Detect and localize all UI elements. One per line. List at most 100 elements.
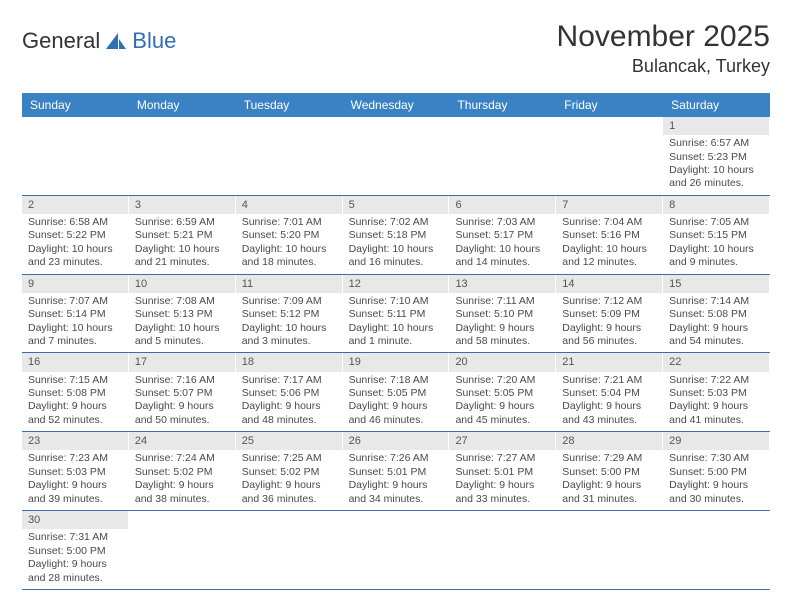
day-info-line: and 26 minutes. bbox=[669, 177, 763, 190]
weekday-header: Friday bbox=[556, 93, 663, 117]
day-info-line: Sunset: 5:11 PM bbox=[349, 308, 443, 321]
day-info-line: Sunrise: 7:15 AM bbox=[28, 374, 122, 387]
day-info-line: Sunrise: 7:05 AM bbox=[669, 216, 763, 229]
day-number: 10 bbox=[129, 275, 235, 293]
day-info-line: Sunrise: 7:22 AM bbox=[669, 374, 763, 387]
day-info-line: Sunrise: 7:20 AM bbox=[455, 374, 549, 387]
day-info-line: and 14 minutes. bbox=[455, 256, 549, 269]
week-row: 1Sunrise: 6:57 AMSunset: 5:23 PMDaylight… bbox=[22, 117, 770, 196]
day-info-line: Sunrise: 7:10 AM bbox=[349, 295, 443, 308]
day-info-line: Sunset: 5:21 PM bbox=[135, 229, 229, 242]
day-cell: 1Sunrise: 6:57 AMSunset: 5:23 PMDaylight… bbox=[663, 117, 770, 195]
day-number: 9 bbox=[22, 275, 128, 293]
day-info-line: and 36 minutes. bbox=[242, 493, 336, 506]
day-number: 4 bbox=[236, 196, 342, 214]
day-number bbox=[129, 511, 235, 529]
day-info-line: Sunset: 5:12 PM bbox=[242, 308, 336, 321]
weekday-header: Saturday bbox=[663, 93, 770, 117]
day-info-line: Sunset: 5:17 PM bbox=[455, 229, 549, 242]
day-number: 24 bbox=[129, 432, 235, 450]
day-number bbox=[663, 511, 769, 529]
day-info-line: Sunset: 5:04 PM bbox=[562, 387, 656, 400]
day-info-line: Daylight: 9 hours bbox=[562, 479, 656, 492]
day-number: 17 bbox=[129, 353, 235, 371]
day-info-line: Daylight: 10 hours bbox=[562, 243, 656, 256]
day-number: 20 bbox=[449, 353, 555, 371]
day-info-line: Sunrise: 7:03 AM bbox=[455, 216, 549, 229]
day-info-line: Sunset: 5:23 PM bbox=[669, 151, 763, 164]
day-cell bbox=[236, 511, 343, 589]
day-info-line: Sunrise: 7:23 AM bbox=[28, 452, 122, 465]
day-info-line: Daylight: 9 hours bbox=[135, 479, 229, 492]
day-number bbox=[343, 117, 449, 135]
day-info-line: Daylight: 10 hours bbox=[28, 243, 122, 256]
day-info-line: Sunset: 5:00 PM bbox=[562, 466, 656, 479]
day-info-line: and 48 minutes. bbox=[242, 414, 336, 427]
day-info-line: Daylight: 10 hours bbox=[242, 322, 336, 335]
week-row: 30Sunrise: 7:31 AMSunset: 5:00 PMDayligh… bbox=[22, 511, 770, 590]
day-info-line: Sunrise: 7:25 AM bbox=[242, 452, 336, 465]
header: General Blue November 2025 Bulancak, Tur… bbox=[22, 20, 770, 77]
day-info-line: and 21 minutes. bbox=[135, 256, 229, 269]
day-info-line: Daylight: 9 hours bbox=[242, 400, 336, 413]
day-number: 6 bbox=[449, 196, 555, 214]
day-cell: 18Sunrise: 7:17 AMSunset: 5:06 PMDayligh… bbox=[236, 353, 343, 431]
day-info-line: Sunset: 5:03 PM bbox=[669, 387, 763, 400]
week-row: 16Sunrise: 7:15 AMSunset: 5:08 PMDayligh… bbox=[22, 353, 770, 432]
day-info-line: and 38 minutes. bbox=[135, 493, 229, 506]
day-info-line: Daylight: 10 hours bbox=[349, 243, 443, 256]
logo-sail-icon bbox=[104, 31, 128, 51]
day-info-line: Daylight: 9 hours bbox=[349, 479, 443, 492]
weekday-header: Wednesday bbox=[343, 93, 450, 117]
day-cell: 5Sunrise: 7:02 AMSunset: 5:18 PMDaylight… bbox=[343, 196, 450, 274]
day-cell: 30Sunrise: 7:31 AMSunset: 5:00 PMDayligh… bbox=[22, 511, 129, 589]
day-info-line: Daylight: 9 hours bbox=[669, 400, 763, 413]
day-cell: 24Sunrise: 7:24 AMSunset: 5:02 PMDayligh… bbox=[129, 432, 236, 510]
week-row: 2Sunrise: 6:58 AMSunset: 5:22 PMDaylight… bbox=[22, 196, 770, 275]
day-info-line: Daylight: 9 hours bbox=[28, 479, 122, 492]
day-info-line: Daylight: 10 hours bbox=[669, 243, 763, 256]
day-info-line: Daylight: 10 hours bbox=[135, 322, 229, 335]
day-info-line: Sunset: 5:00 PM bbox=[28, 545, 122, 558]
day-cell bbox=[129, 511, 236, 589]
day-info-line: and 45 minutes. bbox=[455, 414, 549, 427]
day-info-line: and 1 minute. bbox=[349, 335, 443, 348]
day-cell: 6Sunrise: 7:03 AMSunset: 5:17 PMDaylight… bbox=[449, 196, 556, 274]
day-info-line: and 54 minutes. bbox=[669, 335, 763, 348]
day-cell: 14Sunrise: 7:12 AMSunset: 5:09 PMDayligh… bbox=[556, 275, 663, 353]
day-info-line: Sunrise: 6:59 AM bbox=[135, 216, 229, 229]
day-info-line: and 50 minutes. bbox=[135, 414, 229, 427]
weekday-header: Sunday bbox=[22, 93, 129, 117]
day-cell bbox=[663, 511, 770, 589]
day-number bbox=[556, 117, 662, 135]
weeks-container: 1Sunrise: 6:57 AMSunset: 5:23 PMDaylight… bbox=[22, 117, 770, 590]
day-cell bbox=[129, 117, 236, 195]
day-cell: 11Sunrise: 7:09 AMSunset: 5:12 PMDayligh… bbox=[236, 275, 343, 353]
day-info-line: Sunset: 5:07 PM bbox=[135, 387, 229, 400]
day-info-line: and 28 minutes. bbox=[28, 572, 122, 585]
day-info-line: and 5 minutes. bbox=[135, 335, 229, 348]
day-info-line: Sunrise: 6:58 AM bbox=[28, 216, 122, 229]
day-number: 1 bbox=[663, 117, 769, 135]
day-number: 16 bbox=[22, 353, 128, 371]
day-number: 25 bbox=[236, 432, 342, 450]
day-cell bbox=[343, 117, 450, 195]
day-info-line: Daylight: 9 hours bbox=[135, 400, 229, 413]
day-info-line: Daylight: 9 hours bbox=[562, 400, 656, 413]
day-info-line: and 31 minutes. bbox=[562, 493, 656, 506]
day-cell: 19Sunrise: 7:18 AMSunset: 5:05 PMDayligh… bbox=[343, 353, 450, 431]
day-number: 18 bbox=[236, 353, 342, 371]
day-info-line: and 58 minutes. bbox=[455, 335, 549, 348]
day-info-line: Daylight: 9 hours bbox=[28, 558, 122, 571]
day-cell: 29Sunrise: 7:30 AMSunset: 5:00 PMDayligh… bbox=[663, 432, 770, 510]
day-info-line: and 39 minutes. bbox=[28, 493, 122, 506]
day-info-line: Sunset: 5:14 PM bbox=[28, 308, 122, 321]
day-number: 3 bbox=[129, 196, 235, 214]
day-info-line: Sunrise: 7:18 AM bbox=[349, 374, 443, 387]
day-number: 13 bbox=[449, 275, 555, 293]
day-cell bbox=[236, 117, 343, 195]
day-info-line: and 52 minutes. bbox=[28, 414, 122, 427]
day-cell: 3Sunrise: 6:59 AMSunset: 5:21 PMDaylight… bbox=[129, 196, 236, 274]
day-info-line: and 33 minutes. bbox=[455, 493, 549, 506]
day-info-line: Daylight: 9 hours bbox=[669, 322, 763, 335]
